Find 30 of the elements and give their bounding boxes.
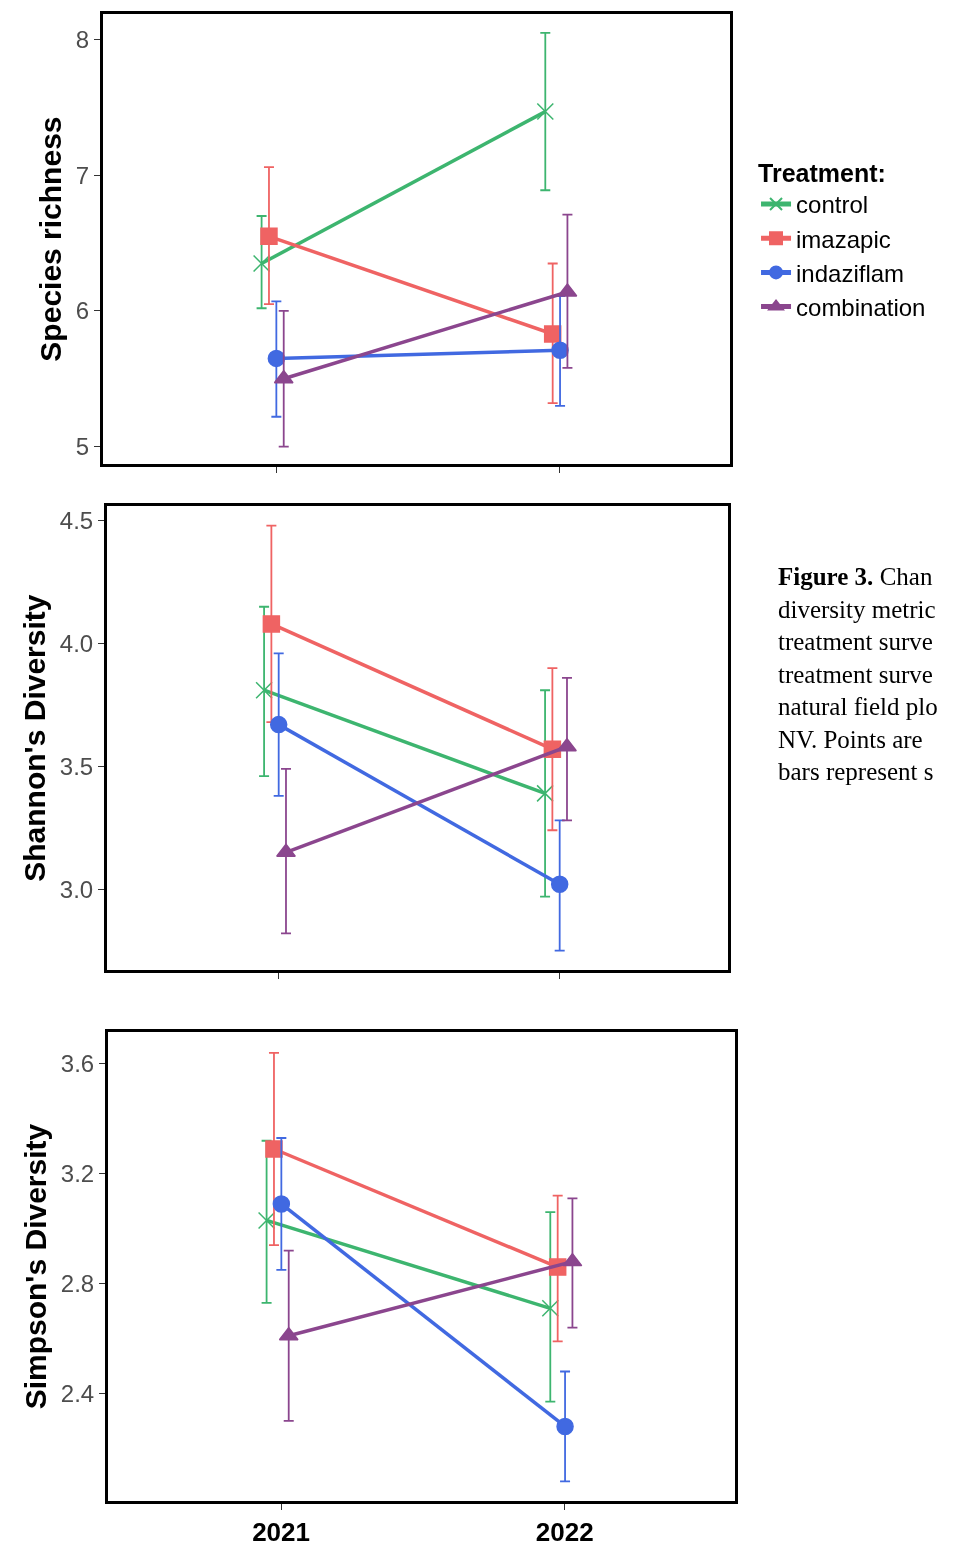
y-tick-label: 5 bbox=[75, 432, 90, 460]
caption: Figure 3. bbox=[778, 563, 874, 590]
y-tick-label: 3.5 bbox=[59, 752, 94, 780]
y-axis-title: Simpson's Diversity bbox=[18, 1123, 52, 1410]
text: treatment surve bbox=[778, 660, 933, 688]
y-tick-label: 3.2 bbox=[60, 1160, 95, 1188]
y-axis-title: Shannon's Diversity bbox=[17, 594, 51, 882]
legend-title: Treatment: bbox=[758, 158, 886, 187]
y-tick-label: 2.8 bbox=[60, 1270, 95, 1297]
x-tick-label: 2021 bbox=[252, 1517, 310, 1547]
y-axis-title: Species richness bbox=[33, 116, 67, 362]
text: bars represent s bbox=[778, 758, 934, 785]
legend-label: control bbox=[796, 191, 869, 219]
y-tick-label: 4.5 bbox=[59, 507, 94, 535]
text: NV. Points are bbox=[778, 725, 923, 753]
text: treatment surve bbox=[778, 628, 933, 655]
y-tick-label: 3.0 bbox=[59, 875, 94, 903]
text: diversity metric bbox=[778, 595, 936, 623]
y-tick-label: 7 bbox=[75, 161, 90, 189]
x-tick-label: 2022 bbox=[535, 1517, 594, 1547]
y-tick-label: 2.4 bbox=[60, 1379, 95, 1407]
legend-label: indaziflam bbox=[796, 259, 905, 287]
y-tick-label: 4.0 bbox=[59, 629, 94, 657]
y-tick-label: 6 bbox=[75, 297, 90, 325]
legend-label: combination bbox=[796, 293, 926, 321]
text: Chan bbox=[879, 563, 933, 590]
y-tick-label: 3.6 bbox=[60, 1050, 95, 1078]
text: natural field plo bbox=[778, 693, 938, 720]
legend-label: imazapic bbox=[796, 225, 891, 253]
y-tick-label: 8 bbox=[75, 26, 90, 54]
